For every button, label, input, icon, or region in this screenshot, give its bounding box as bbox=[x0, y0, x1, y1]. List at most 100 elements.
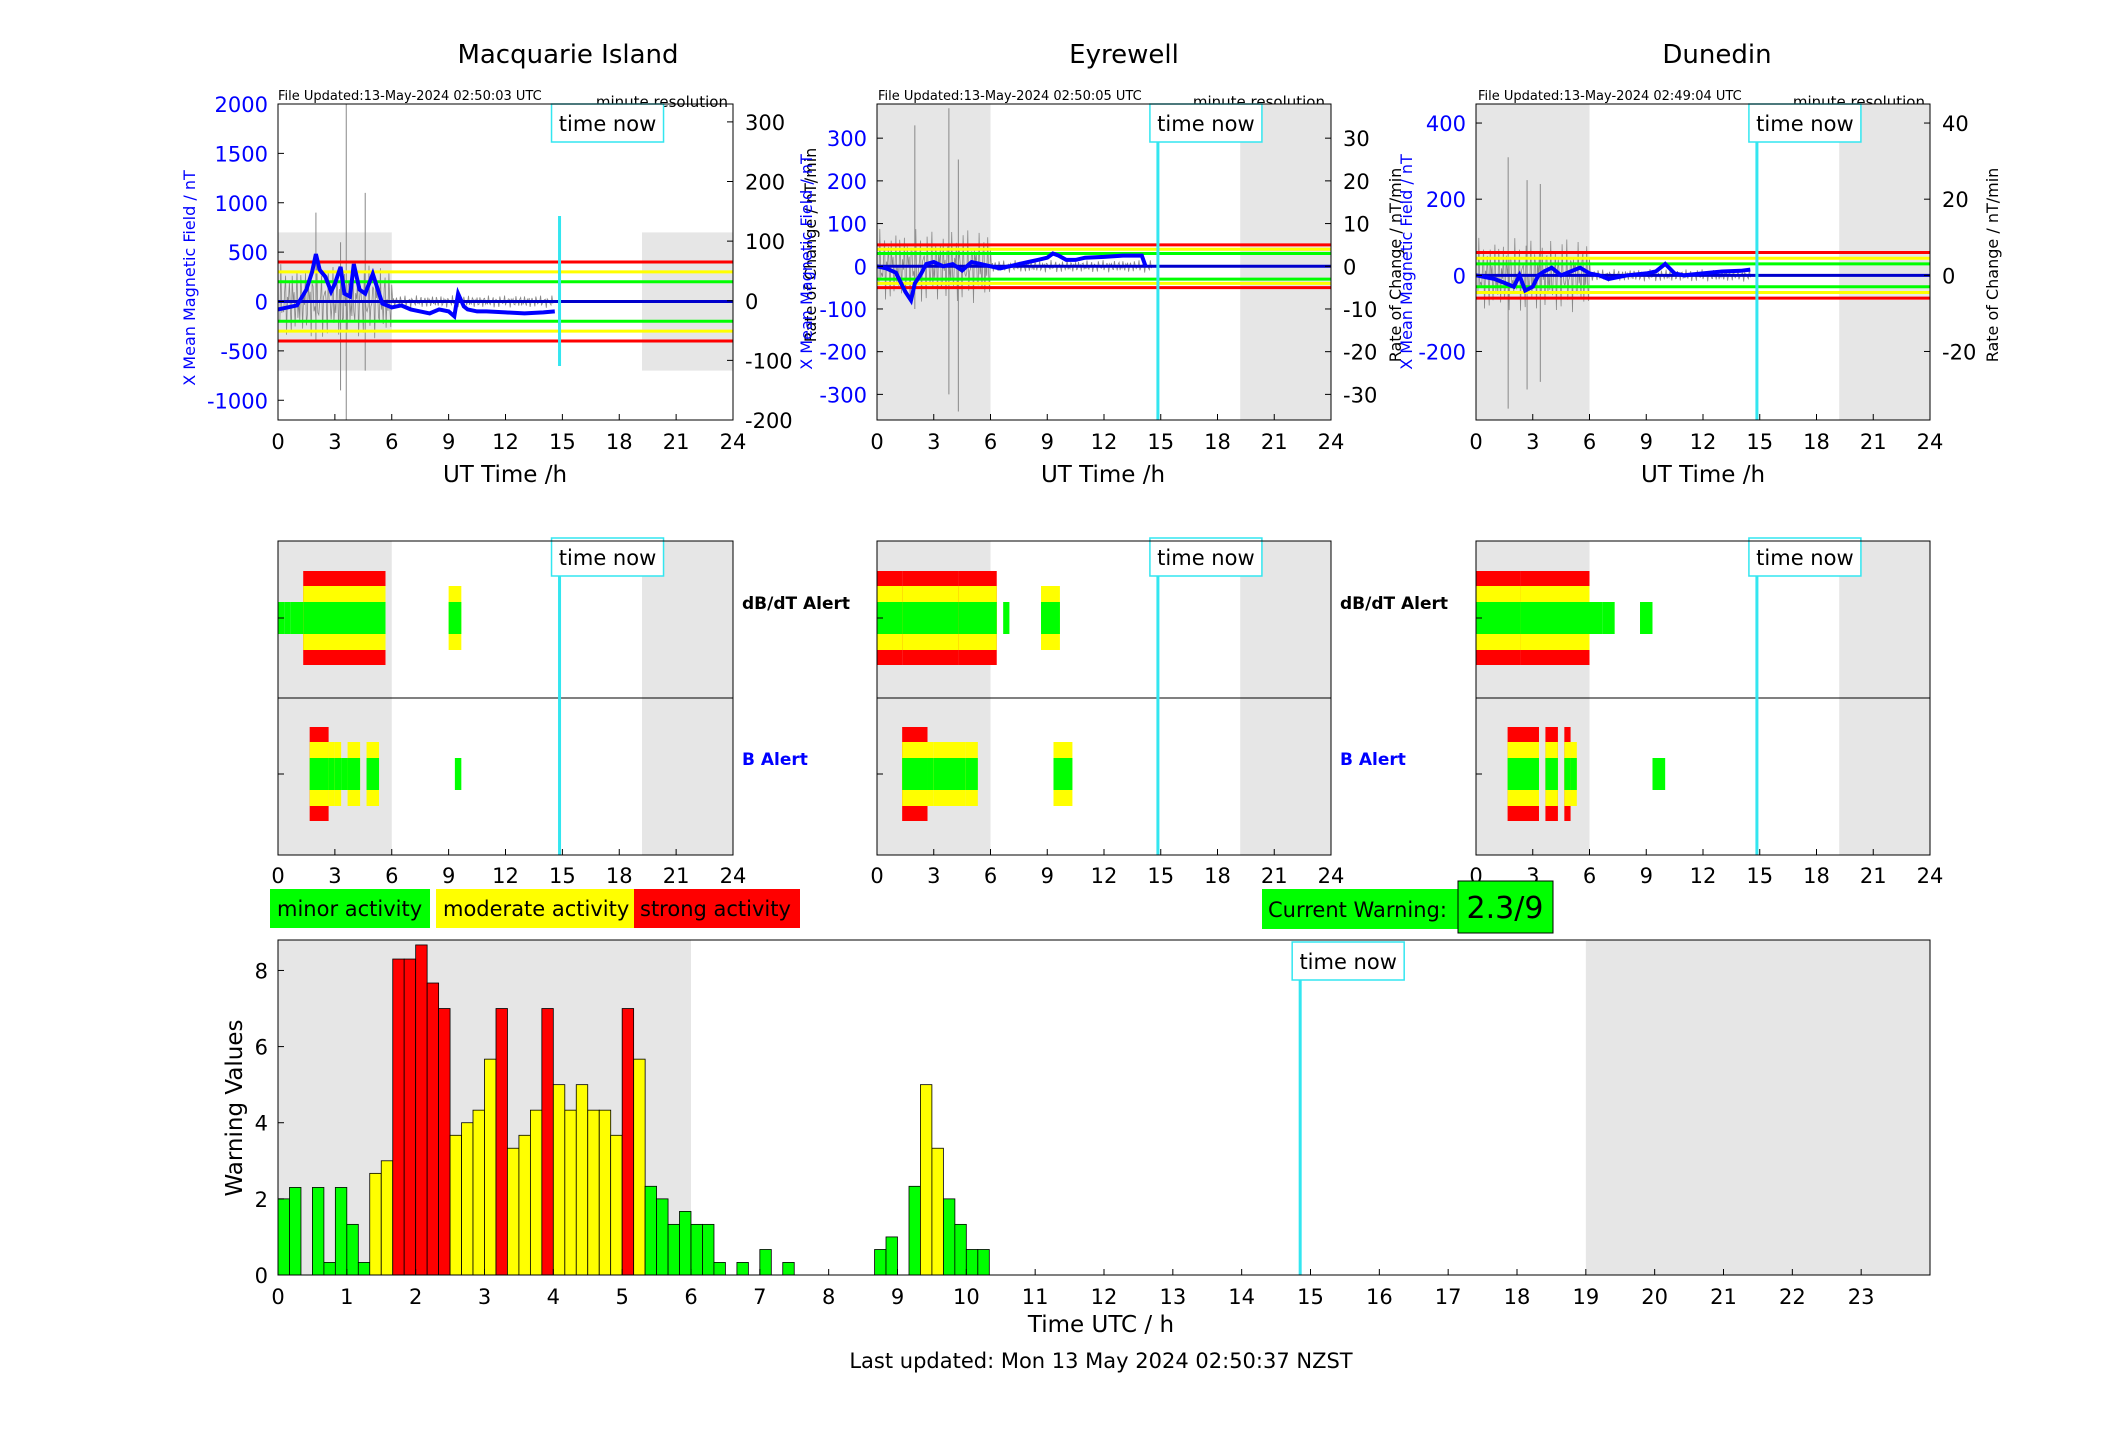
db-dt-block-2-green bbox=[1589, 602, 1603, 634]
x-tick-label: 9 bbox=[1640, 430, 1653, 454]
time-now-box bbox=[1748, 103, 1862, 143]
ylabel-right-dunedin: Rate of Change / nT/min bbox=[1983, 168, 2002, 363]
x-tick-label: 23 bbox=[1848, 1285, 1875, 1309]
x-tick-label: 9 bbox=[442, 430, 455, 454]
x-tick-label: 3 bbox=[1526, 430, 1539, 454]
x-tick-label: 20 bbox=[1641, 1285, 1668, 1309]
warning-bar-41 bbox=[874, 1249, 887, 1276]
x-tick-label: 15 bbox=[1746, 864, 1773, 888]
x-tick-label: 7 bbox=[753, 1285, 766, 1309]
db-dt-block-3-green bbox=[1003, 602, 1010, 634]
x-tick-label: 3 bbox=[927, 430, 940, 454]
night-shade-1 bbox=[1585, 940, 1930, 1275]
night-shade-0 bbox=[1476, 104, 1590, 420]
warning-bar-29 bbox=[621, 1008, 635, 1276]
title-macquarie: Macquarie Island bbox=[457, 40, 678, 70]
x-tick-label: 6 bbox=[1583, 430, 1596, 454]
y2-tick-label: 0 bbox=[745, 290, 758, 314]
xlabel-eyrewell: UT Time /h bbox=[1041, 462, 1165, 488]
x-tick-label: 19 bbox=[1572, 1285, 1599, 1309]
time-now-label: time now bbox=[1756, 546, 1853, 570]
warning-bar-7 bbox=[369, 1172, 382, 1276]
xlabel-macquarie: UT Time /h bbox=[443, 462, 567, 488]
field-series bbox=[876, 251, 1148, 306]
y2-tick-label: 10 bbox=[1343, 213, 1370, 237]
field-series bbox=[1475, 261, 1751, 294]
warning-bar-30 bbox=[633, 1058, 646, 1276]
y-tick-label: 0 bbox=[1453, 264, 1466, 288]
night-shade-1 bbox=[1839, 104, 1930, 420]
y-tick-label: 0 bbox=[255, 291, 268, 315]
warning-bar-35 bbox=[690, 1223, 703, 1276]
x-tick-label: 12 bbox=[1690, 864, 1717, 888]
warning-bar-9 bbox=[392, 958, 405, 1276]
x-tick-label: 21 bbox=[1860, 864, 1887, 888]
x-tick-label: 3 bbox=[478, 1285, 491, 1309]
x-tick-label: 6 bbox=[385, 864, 398, 888]
time-now-label: time now bbox=[1756, 112, 1853, 136]
x-tick-label: 12 bbox=[1091, 864, 1118, 888]
db-dt-block-0-green bbox=[1476, 602, 1521, 634]
x-tick-label: 12 bbox=[1091, 1285, 1118, 1309]
b-block-0-green bbox=[902, 758, 928, 790]
x-tick-label: 21 bbox=[1261, 864, 1288, 888]
time-now-label: time now bbox=[559, 546, 656, 570]
x-tick-label: 24 bbox=[1318, 430, 1345, 454]
warning-bar-24 bbox=[564, 1109, 577, 1276]
time-now-box bbox=[550, 537, 665, 577]
x-tick-label: 0 bbox=[870, 430, 883, 454]
x-tick-label: 24 bbox=[1917, 430, 1944, 454]
ylabel-right-macquarie: Rate of Change / nT/min bbox=[801, 148, 820, 343]
y-tick-label: 500 bbox=[228, 241, 268, 265]
x-tick-label: 3 bbox=[927, 864, 940, 888]
warning-bar-40 bbox=[782, 1262, 795, 1276]
time-now-box bbox=[1291, 941, 1405, 981]
x-tick-label: 15 bbox=[1147, 430, 1174, 454]
x-tick-label: 18 bbox=[1803, 430, 1830, 454]
warning-bar-25 bbox=[575, 1084, 589, 1276]
warning-bar-48 bbox=[965, 1249, 979, 1276]
y-tick-label: -200 bbox=[819, 341, 867, 365]
ylabel-left-eyrewell: X Mean Magnetic Field / nT bbox=[797, 154, 816, 370]
x-tick-label: 0 bbox=[271, 864, 284, 888]
x-tick-label: 9 bbox=[1041, 430, 1054, 454]
db-dt-block-3-green bbox=[303, 602, 386, 634]
warning-bar-42 bbox=[885, 1236, 898, 1276]
warning-bar-3 bbox=[323, 1262, 336, 1276]
legend-strong bbox=[634, 889, 800, 928]
warning-bar-19 bbox=[507, 1147, 520, 1276]
y-tick-label: 400 bbox=[1426, 112, 1466, 136]
alert-plot-eyrewell: time now 0 3 6 9 12 15 18 21 24 bbox=[870, 537, 1344, 888]
x-tick-label: 2 bbox=[409, 1285, 422, 1309]
y-tick-label: 2000 bbox=[215, 93, 268, 117]
ylabel-left-dunedin: X Mean Magnetic Field / nT bbox=[1397, 154, 1416, 370]
x-tick-label: 8 bbox=[822, 1285, 835, 1309]
x-tick-label: 3 bbox=[328, 864, 341, 888]
db-dt-block-3-green bbox=[1602, 602, 1615, 634]
last-updated: Last updated: Mon 13 May 2024 02:50:37 N… bbox=[849, 1349, 1352, 1373]
x-tick-label: 15 bbox=[1746, 430, 1773, 454]
time-now-label: time now bbox=[1157, 112, 1254, 136]
db-dt-block-4-green bbox=[448, 602, 462, 634]
x-tick-label: 12 bbox=[492, 430, 519, 454]
warning-bar-26 bbox=[587, 1109, 600, 1276]
b-block-1-green bbox=[328, 758, 335, 790]
x-tick-label: 24 bbox=[720, 430, 747, 454]
b-block-4-green bbox=[1053, 758, 1073, 790]
warning-bar-36 bbox=[702, 1223, 715, 1276]
bar-ylabel: Warning Values bbox=[222, 1019, 248, 1196]
x-tick-label: 3 bbox=[328, 430, 341, 454]
b-block-4-green bbox=[1652, 758, 1666, 790]
warning-bar-47 bbox=[954, 1223, 967, 1276]
x-tick-label: 18 bbox=[606, 430, 633, 454]
x-tick-label: 4 bbox=[547, 1285, 560, 1309]
warning-bar-10 bbox=[403, 958, 417, 1276]
warning-bar-12 bbox=[426, 982, 440, 1276]
b-block-1-green bbox=[1545, 758, 1558, 790]
x-tick-label: 9 bbox=[442, 864, 455, 888]
x-tick-label: 22 bbox=[1779, 1285, 1806, 1309]
y-tick-label: 1000 bbox=[215, 192, 268, 216]
